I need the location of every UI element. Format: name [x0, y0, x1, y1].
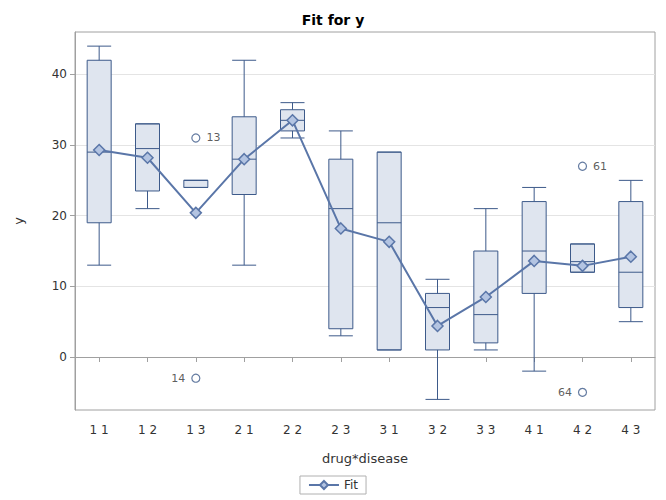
- svg-text:40: 40: [52, 67, 67, 81]
- svg-text:61: 61: [593, 160, 607, 173]
- svg-text:2 1: 2 1: [235, 423, 254, 437]
- svg-text:2 3: 2 3: [331, 423, 350, 437]
- svg-text:13: 13: [206, 131, 220, 144]
- svg-text:20: 20: [52, 209, 67, 223]
- svg-text:4 2: 4 2: [573, 423, 592, 437]
- svg-text:10: 10: [52, 279, 67, 293]
- svg-text:1 3: 1 3: [186, 423, 205, 437]
- svg-text:1 2: 1 2: [138, 423, 157, 437]
- svg-text:Fit: Fit: [344, 478, 358, 492]
- svg-text:2 2: 2 2: [283, 423, 302, 437]
- svg-text:4 3: 4 3: [621, 423, 640, 437]
- svg-text:3 3: 3 3: [476, 423, 495, 437]
- svg-text:3 2: 3 2: [428, 423, 447, 437]
- svg-text:1 1: 1 1: [90, 423, 109, 437]
- svg-text:14: 14: [171, 372, 185, 385]
- svg-text:drug*disease: drug*disease: [322, 451, 408, 466]
- svg-text:30: 30: [52, 138, 67, 152]
- svg-text:4 1: 4 1: [525, 423, 544, 437]
- svg-text:y: y: [11, 217, 26, 225]
- svg-text:0: 0: [59, 350, 67, 364]
- svg-text:3 1: 3 1: [380, 423, 399, 437]
- svg-text:Fit for y: Fit for y: [302, 12, 365, 28]
- svg-text:64: 64: [558, 386, 572, 399]
